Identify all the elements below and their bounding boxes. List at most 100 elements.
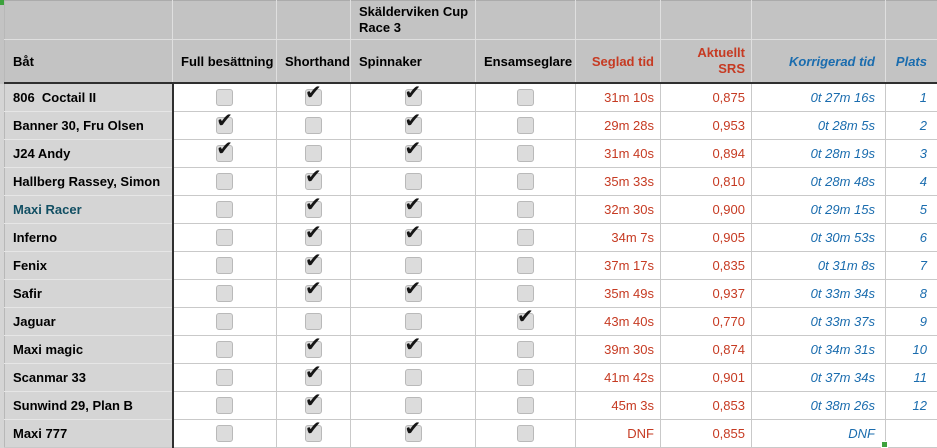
cell-corrected-time[interactable]: 0t 27m 16s	[751, 83, 886, 112]
checkbox-spinnaker[interactable]	[404, 229, 422, 247]
cell-boat-name[interactable]: Sunwind 29, Plan B	[4, 391, 174, 420]
col-header-sailed-time[interactable]: Seglad tid	[575, 39, 661, 84]
checkbox-solo-sailor[interactable]	[517, 173, 534, 191]
cell-corrected-time[interactable]: 0t 30m 53s	[751, 223, 886, 252]
checkbox-full-crew[interactable]	[216, 369, 234, 387]
checkbox-spinnaker[interactable]	[404, 257, 422, 275]
checkbox-spinnaker[interactable]	[404, 425, 422, 443]
checkbox-solo-sailor[interactable]	[517, 425, 534, 443]
checkbox-spinnaker[interactable]	[404, 285, 422, 303]
checkbox-shorthand[interactable]	[305, 117, 322, 135]
cell-sailed-time[interactable]: 31m 40s	[575, 139, 661, 168]
checkbox-spinnaker[interactable]	[404, 145, 422, 163]
cell-srs[interactable]: 0,875	[660, 83, 752, 112]
cell-corrected-time[interactable]: 0t 33m 37s	[751, 307, 886, 336]
checkbox-spinnaker[interactable]	[404, 117, 422, 135]
cell-boat-name[interactable]: Inferno	[4, 223, 174, 252]
col-header-spinnaker[interactable]: Spinnaker	[350, 39, 476, 84]
checkbox-full-crew[interactable]	[216, 89, 234, 107]
col-header-solo-sailor[interactable]: Ensamseglare	[475, 39, 576, 84]
col-header-full-crew[interactable]: Full besättning	[172, 39, 277, 84]
selection-handle-bottom-right[interactable]	[881, 441, 888, 448]
cell-boat-name[interactable]: Fenix	[4, 251, 174, 280]
header-spacer-cell[interactable]	[475, 0, 576, 40]
checkbox-solo-sailor[interactable]	[517, 397, 534, 415]
checkbox-spinnaker[interactable]	[404, 341, 422, 359]
header-spacer-cell[interactable]	[172, 0, 277, 40]
cell-srs[interactable]: 0,853	[660, 391, 752, 420]
cell-boat-name-highlighted[interactable]: Maxi Racer	[4, 195, 174, 224]
checkbox-solo-sailor[interactable]	[517, 117, 534, 135]
checkbox-full-crew[interactable]	[216, 285, 234, 303]
checkbox-full-crew[interactable]	[216, 229, 234, 247]
checkbox-solo-sailor[interactable]	[517, 313, 534, 331]
cell-srs[interactable]: 0,901	[660, 363, 752, 392]
checkbox-full-crew[interactable]	[216, 201, 234, 219]
cell-corrected-time[interactable]: 0t 33m 34s	[751, 279, 886, 308]
cell-srs[interactable]: 0,953	[660, 111, 752, 140]
cell-place[interactable]: 7	[885, 251, 937, 280]
col-header-place[interactable]: Plats	[885, 39, 937, 84]
checkbox-full-crew[interactable]	[216, 117, 234, 135]
col-header-shorthand[interactable]: Shorthand	[276, 39, 351, 84]
cell-boat-name[interactable]: Banner 30, Fru Olsen	[4, 111, 174, 140]
checkbox-shorthand[interactable]	[305, 145, 322, 163]
header-spacer-cell[interactable]	[276, 0, 351, 40]
cell-boat-name[interactable]: Jaguar	[4, 307, 174, 336]
checkbox-spinnaker[interactable]	[404, 397, 422, 415]
cell-place[interactable]: 8	[885, 279, 937, 308]
cell-corrected-time[interactable]: DNF	[751, 419, 886, 448]
cell-srs[interactable]: 0,770	[660, 307, 752, 336]
cell-srs[interactable]: 0,874	[660, 335, 752, 364]
cell-sailed-time[interactable]: 41m 42s	[575, 363, 661, 392]
checkbox-full-crew[interactable]	[216, 425, 234, 443]
cell-place[interactable]: 9	[885, 307, 937, 336]
cell-srs[interactable]: 0,810	[660, 167, 752, 196]
cell-corrected-time[interactable]: 0t 37m 34s	[751, 363, 886, 392]
cell-sailed-time[interactable]: 43m 40s	[575, 307, 661, 336]
cell-srs[interactable]: 0,905	[660, 223, 752, 252]
cell-corrected-time[interactable]: 0t 31m 8s	[751, 251, 886, 280]
checkbox-spinnaker[interactable]	[404, 89, 422, 107]
col-header-boat[interactable]: Båt	[4, 39, 173, 84]
cell-sailed-time[interactable]: 31m 10s	[575, 83, 661, 112]
checkbox-full-crew[interactable]	[216, 397, 234, 415]
checkbox-spinnaker[interactable]	[404, 313, 422, 331]
checkbox-spinnaker[interactable]	[404, 369, 422, 387]
race-title-cell[interactable]: Skälderviken Cup Race 3	[350, 0, 476, 40]
cell-place[interactable]: 5	[885, 195, 937, 224]
cell-srs[interactable]: 0,855	[660, 419, 752, 448]
checkbox-full-crew[interactable]	[216, 173, 234, 191]
checkbox-shorthand[interactable]	[305, 397, 322, 415]
checkbox-full-crew[interactable]	[216, 313, 234, 331]
cell-place[interactable]: 12	[885, 391, 937, 420]
cell-srs[interactable]: 0,937	[660, 279, 752, 308]
header-spacer-cell[interactable]	[885, 0, 937, 40]
checkbox-shorthand[interactable]	[305, 173, 322, 191]
cell-sailed-time[interactable]: DNF	[575, 419, 661, 448]
cell-corrected-time[interactable]: 0t 28m 48s	[751, 167, 886, 196]
cell-boat-name[interactable]: Hallberg Rassey, Simon	[4, 167, 174, 196]
checkbox-solo-sailor[interactable]	[517, 145, 534, 163]
cell-boat-name[interactable]: Safir	[4, 279, 174, 308]
cell-place[interactable]: 10	[885, 335, 937, 364]
cell-corrected-time[interactable]: 0t 29m 15s	[751, 195, 886, 224]
checkbox-spinnaker[interactable]	[404, 173, 422, 191]
checkbox-shorthand[interactable]	[305, 313, 322, 331]
cell-place[interactable]: 11	[885, 363, 937, 392]
header-spacer-cell[interactable]	[751, 0, 886, 40]
checkbox-shorthand[interactable]	[305, 369, 322, 387]
checkbox-shorthand[interactable]	[305, 229, 322, 247]
cell-corrected-time[interactable]: 0t 34m 31s	[751, 335, 886, 364]
checkbox-full-crew[interactable]	[216, 145, 234, 163]
cell-sailed-time[interactable]: 35m 49s	[575, 279, 661, 308]
header-spacer-cell[interactable]	[660, 0, 752, 40]
checkbox-shorthand[interactable]	[305, 285, 322, 303]
checkbox-shorthand[interactable]	[305, 257, 322, 275]
cell-place[interactable]: 4	[885, 167, 937, 196]
cell-boat-name[interactable]: Scanmar 33	[4, 363, 174, 392]
selection-handle-top-left[interactable]	[0, 0, 4, 5]
cell-boat-name[interactable]: 806 Coctail II	[4, 83, 174, 112]
checkbox-solo-sailor[interactable]	[517, 201, 534, 219]
checkbox-solo-sailor[interactable]	[517, 89, 534, 107]
